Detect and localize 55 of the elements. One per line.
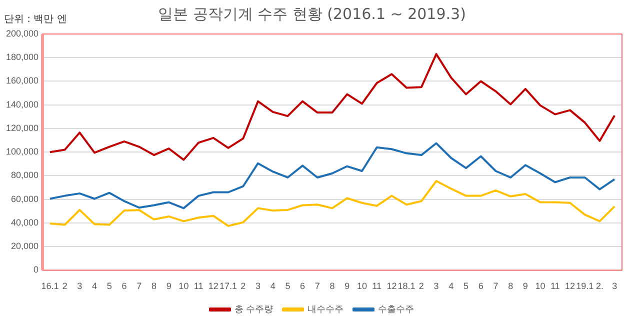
x-tick-label: 6 [478, 281, 484, 292]
x-tick-label: 2. [596, 281, 604, 292]
y-tick-label: 140,000 [6, 99, 39, 110]
x-tick-label: 19.1 [576, 281, 594, 292]
x-tick-label: 10 [356, 281, 367, 292]
y-tick-label: 20,000 [11, 241, 39, 252]
x-tick-label: 5 [285, 281, 290, 292]
x-tick-label: 11 [550, 281, 560, 292]
legend-label: 수출수주 [378, 304, 414, 314]
x-tick-label: 11 [372, 281, 382, 292]
x-tick-label: 17.1 [219, 281, 238, 292]
y-tick-label: 200,000 [6, 28, 39, 38]
legend-label: 내수수주 [308, 304, 344, 314]
y-tick-label: 120,000 [6, 122, 39, 133]
x-tick-label: 11 [194, 281, 204, 292]
y-tick-label: 40,000 [11, 217, 39, 228]
text: 단위 : 백만 엔 [4, 13, 67, 26]
x-tick-label: 9 [522, 281, 528, 292]
x-tick-label: 6 [122, 281, 127, 292]
x-tick-label: 16.1 [41, 281, 59, 292]
x-tick-label: 2 [418, 281, 424, 292]
x-tick-label: 3 [612, 281, 618, 292]
x-tick-label: 6 [300, 281, 306, 292]
y-tick-label: 80,000 [11, 170, 39, 180]
x-tick-label: 9 [166, 281, 172, 292]
x-tick-label: 4 [92, 281, 98, 292]
x-tick-label: 10 [535, 281, 546, 292]
x-tick-label: 9 [344, 281, 350, 292]
y-tick-label: 180,000 [6, 52, 39, 62]
x-tick-label: 10 [178, 281, 189, 292]
x-tick-label: 8 [330, 281, 335, 292]
chart-title: 일본 공작기계 수주 현황 (2016.1 ~ 2019.3) [158, 4, 466, 23]
x-tick-label: 18.1 [398, 281, 416, 292]
x-tick-label: 7 [136, 281, 142, 292]
x-tick-label: 2 [240, 281, 246, 292]
y-tick-label: 60,000 [11, 194, 39, 204]
x-tick-label: 7 [493, 281, 498, 292]
x-tick-label: 4 [448, 281, 454, 292]
x-tick-label: 12 [386, 281, 397, 292]
x-tick-label: 8 [151, 281, 156, 292]
x-tick-label: 3 [255, 281, 260, 292]
legend-label: 총 수주량 [234, 304, 274, 314]
y-tick-label: 0 [34, 264, 39, 275]
x-tick-label: 5 [463, 281, 468, 292]
x-tick-label: 3 [77, 281, 82, 292]
x-tick-label: 12 [208, 281, 218, 292]
x-tick-label: 3 [434, 281, 439, 292]
x-tick-label: 5 [106, 281, 112, 292]
y-tick-label: 160,000 [6, 76, 39, 86]
x-tick-label: 4 [270, 281, 276, 292]
x-tick-label: 12 [564, 281, 576, 292]
x-tick-label: 8 [508, 281, 514, 292]
x-tick-label: 2 [62, 281, 68, 292]
y-tick-label: 100,000 [6, 146, 39, 157]
x-tick-label: 7 [314, 281, 320, 292]
